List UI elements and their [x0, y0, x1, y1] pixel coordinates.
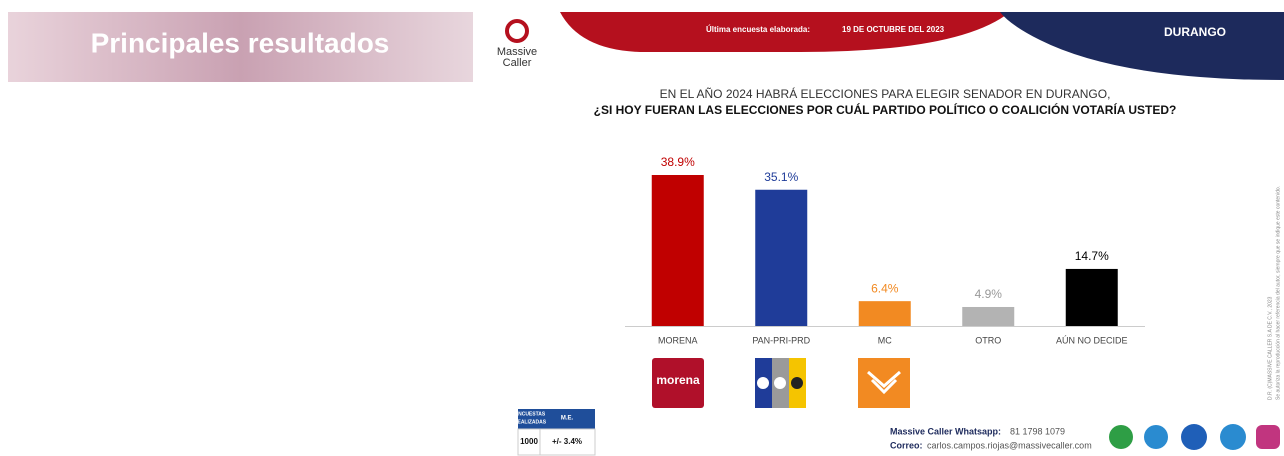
bars: MORENA 38.9% PAN-PRI-PRD 35.1% MC 6.4% OTRO 4.9…: [651, 155, 1128, 345]
table-header: REALIZADAS: [514, 419, 547, 425]
bar: [962, 306, 1015, 326]
value-label: 4.9%: [975, 287, 1003, 301]
bar: [858, 301, 911, 326]
footer-label: Correo:: [890, 440, 923, 450]
x-tick-label: PAN-PRI-PRD: [752, 335, 810, 345]
brand-name: Caller: [503, 57, 532, 69]
table-header: M.E.: [561, 416, 574, 422]
chart-title: EN EL AÑO 2024 HABRÁ ELECCIONES PARA ELE…: [660, 86, 1111, 101]
brand-logo: [505, 19, 529, 43]
mc-logo: [858, 358, 910, 408]
bar: [651, 175, 704, 326]
social-icons: [1109, 424, 1280, 450]
x-tick-label: MORENA: [658, 335, 698, 345]
bar: [1065, 268, 1118, 326]
table-cell: +/- 3.4%: [552, 437, 582, 446]
side-note: Se autoriza la reproducción al hacer ref…: [1275, 186, 1281, 400]
footer-value: carlos.campos.riojas@massivecaller.com: [927, 440, 1092, 450]
value-label: 38.9%: [661, 155, 695, 169]
brand-name: Massive: [497, 46, 537, 58]
table-header: ENCUESTAS: [515, 411, 546, 417]
banner-navy: [1000, 12, 1284, 80]
x-tick-label: MC: [878, 335, 892, 345]
banner-red: [560, 12, 1010, 52]
chart-subtitle: ¿SI HOY FUERAN LAS ELECCIONES POR CUÁL P…: [594, 102, 1177, 117]
value-label: 6.4%: [871, 281, 899, 295]
table-cell: 1000: [520, 437, 538, 446]
coalition-logo: [755, 358, 806, 408]
survey-date: 19 DE OCTUBRE DEL 2023: [842, 25, 945, 34]
morena-logo: [652, 358, 704, 408]
value-label: 35.1%: [764, 170, 798, 184]
title-panel: [8, 12, 473, 82]
morena-logo-text: morena: [656, 373, 700, 387]
survey-label: Última encuesta elaborada:: [706, 25, 810, 34]
x-tick-label: OTRO: [975, 335, 1001, 345]
bar: [755, 189, 808, 326]
x-tick-label: AÚN NO DECIDE: [1056, 335, 1128, 345]
side-note: D.R. (C)MASSIVE CALLER S.A DE C.V., 2023: [1267, 296, 1273, 400]
page-title: Principales resultados: [91, 27, 390, 58]
value-label: 14.7%: [1075, 249, 1109, 263]
footer-value: 81 1798 1079: [1010, 426, 1065, 436]
region: DURANGO: [1164, 25, 1226, 39]
footer-label: Massive Caller Whatsapp:: [890, 426, 1001, 436]
info-table: [517, 409, 596, 456]
